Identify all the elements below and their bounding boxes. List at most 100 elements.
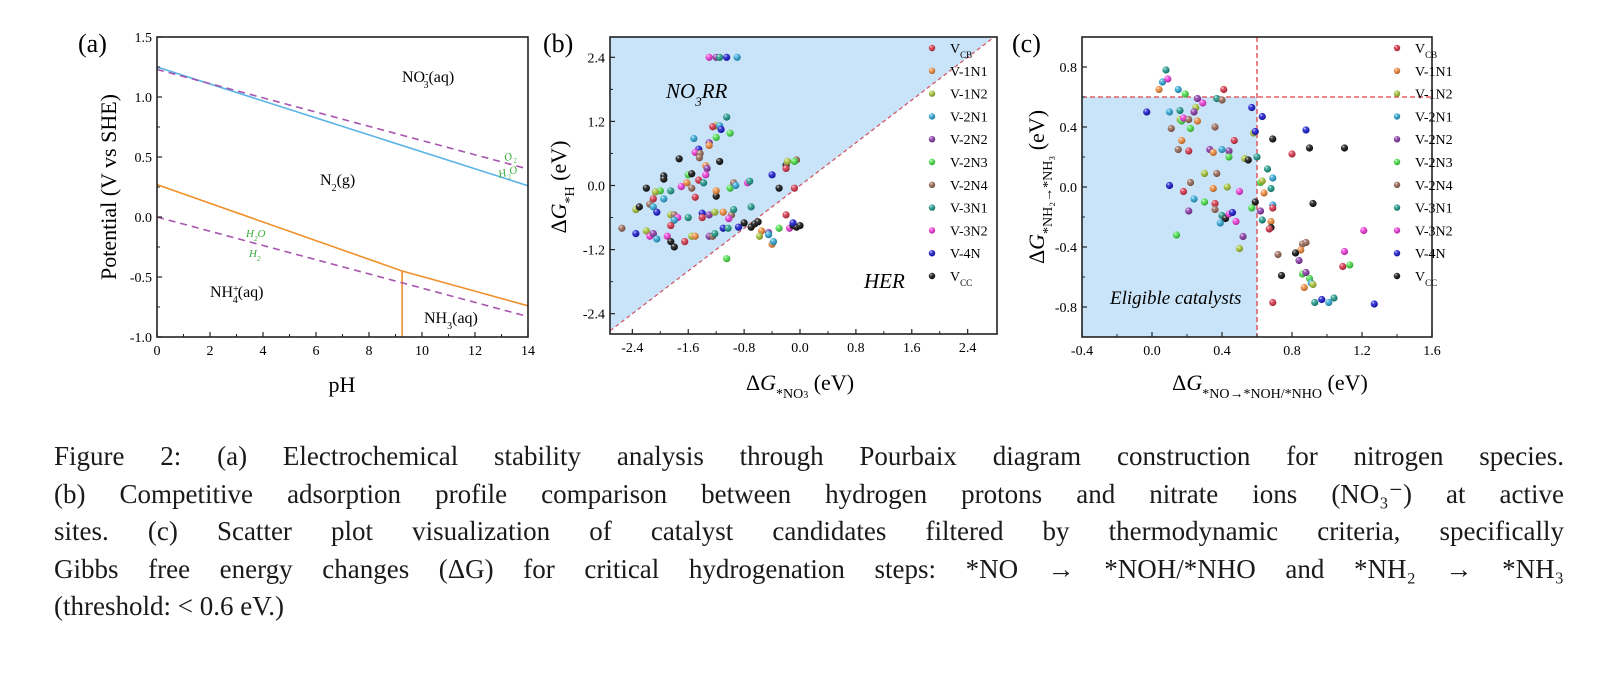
x-tick-label: -0.8 xyxy=(733,341,755,356)
x-tick-label: -0.4 xyxy=(1071,344,1093,359)
scatter-point xyxy=(1164,75,1172,83)
scatter-point xyxy=(1223,183,1231,191)
y-tick-label: 2.4 xyxy=(588,51,606,66)
legend-label: V-4N xyxy=(950,247,981,262)
scatter-point xyxy=(796,221,804,230)
legend-marker xyxy=(1393,67,1401,75)
legend-label: V-3N1 xyxy=(950,202,988,217)
scatter-point xyxy=(1269,174,1277,182)
scatter-point xyxy=(716,53,724,61)
x-tick-label: 0.8 xyxy=(847,341,865,356)
pourbaix-line xyxy=(156,68,529,170)
scatter-point xyxy=(1295,256,1303,265)
scatter-point xyxy=(702,171,710,179)
scatter-point xyxy=(1258,216,1266,224)
scatter-point xyxy=(690,134,698,143)
scatter-point xyxy=(695,154,704,162)
scatter-point xyxy=(675,155,683,163)
legend-marker xyxy=(928,136,936,143)
panel-a-region-nh4: NH+ 4(aq) xyxy=(210,284,264,306)
legend-marker xyxy=(1393,158,1401,166)
y-tick-label: 1.5 xyxy=(135,31,153,46)
scatter-point xyxy=(683,179,691,187)
scatter-point xyxy=(700,179,708,187)
scatter-point xyxy=(660,175,668,183)
scatter-point xyxy=(730,205,738,214)
scatter-point xyxy=(1267,217,1275,226)
scatter-point xyxy=(651,188,660,196)
scatter-point xyxy=(740,219,748,227)
scatter-point xyxy=(1256,207,1265,215)
panel-c-label-eligible: Eligible catalysts xyxy=(1109,288,1241,309)
scatter-point xyxy=(1185,115,1193,124)
panel-letter-b: (b) xyxy=(543,29,573,58)
legend-label: V-1N1 xyxy=(1415,65,1453,80)
scatter-point xyxy=(1309,199,1317,208)
scatter-point xyxy=(677,182,685,191)
scatter-point xyxy=(1172,231,1181,239)
x-tick-label: 12 xyxy=(468,344,482,359)
y-tick-label: 0.0 xyxy=(1060,181,1078,196)
pourbaix-line xyxy=(401,270,529,307)
scatter-point xyxy=(1174,85,1182,94)
scatter-point xyxy=(1277,271,1286,280)
x-tick-label: 0.0 xyxy=(1143,344,1161,359)
scatter-point xyxy=(653,235,661,243)
scatter-point xyxy=(1258,177,1266,185)
pourbaix-line xyxy=(156,66,529,187)
scatter-point xyxy=(1244,156,1252,164)
scatter-point xyxy=(1325,298,1333,307)
scatter-point xyxy=(723,255,731,263)
scatter-point xyxy=(649,195,657,203)
scatter-point xyxy=(754,218,762,226)
legend-label: V-2N2 xyxy=(950,133,988,148)
scatter-point xyxy=(724,224,732,232)
legend-label: V-2N1 xyxy=(950,110,988,125)
scatter-point xyxy=(667,187,675,195)
legend-marker xyxy=(928,204,936,211)
scatter-point xyxy=(783,157,792,166)
scatter-point xyxy=(1370,300,1378,308)
legend-label: V-1N2 xyxy=(1415,88,1453,103)
scatter-point xyxy=(1239,232,1247,241)
scatter-point xyxy=(1269,204,1277,212)
scatter-point xyxy=(1309,280,1317,289)
scatter-point xyxy=(1200,169,1209,178)
panel-a-region-n2: N2(g) xyxy=(320,172,355,194)
scatter-point xyxy=(1211,199,1219,208)
scatter-point xyxy=(1143,108,1151,116)
scatter-point xyxy=(688,170,696,178)
y-tick-label: 1.0 xyxy=(135,91,153,106)
legend-marker xyxy=(928,113,936,120)
scatter-point xyxy=(746,177,754,185)
scatter-point xyxy=(1330,294,1338,302)
pourbaix-line xyxy=(156,216,529,318)
scatter-point xyxy=(691,193,699,201)
scatter-point xyxy=(1218,145,1226,154)
scatter-point xyxy=(705,141,713,150)
panel-a-pourbaix: 0 2 4 6 8 10 12 14 -1.0 -0.5 0.0 0.5 1.0 1.5 NO-3(aq)… xyxy=(96,31,535,397)
x-tick-label: -1.6 xyxy=(677,341,699,356)
x-tick-label: 14 xyxy=(521,344,535,359)
scatter-point xyxy=(719,208,727,216)
scatter-point xyxy=(712,133,720,142)
panel-letter-c: (c) xyxy=(1012,29,1041,58)
x-tick-label: 2 xyxy=(207,344,214,359)
scatter-point xyxy=(1200,198,1209,206)
scatter-point xyxy=(1174,145,1182,154)
scatter-point xyxy=(1185,207,1193,215)
scatter-point xyxy=(726,184,734,192)
scatter-point xyxy=(790,157,799,166)
annotation-h2o-h2: H2O xyxy=(245,228,265,243)
scatter-point xyxy=(1311,298,1319,307)
x-tick-label: 4 xyxy=(260,344,267,359)
scatter-point xyxy=(1186,124,1195,133)
y-tick-label: 0.0 xyxy=(135,211,153,226)
x-tick-label: 0.4 xyxy=(1213,344,1231,359)
legend-label: V-1N1 xyxy=(950,65,988,80)
panel-c-eligible-catalysts: -0.4 0.0 0.4 0.8 1.2 1.6 -0.8 -0.4 0.0 0.4 0.8 VCB… xyxy=(1024,36,1453,402)
caption-line: sites. (c) Scatter plot visualization of… xyxy=(54,516,1564,546)
legend-marker xyxy=(1393,90,1401,97)
scatter-point xyxy=(1258,112,1266,121)
legend-label: V-2N1 xyxy=(1415,110,1453,125)
